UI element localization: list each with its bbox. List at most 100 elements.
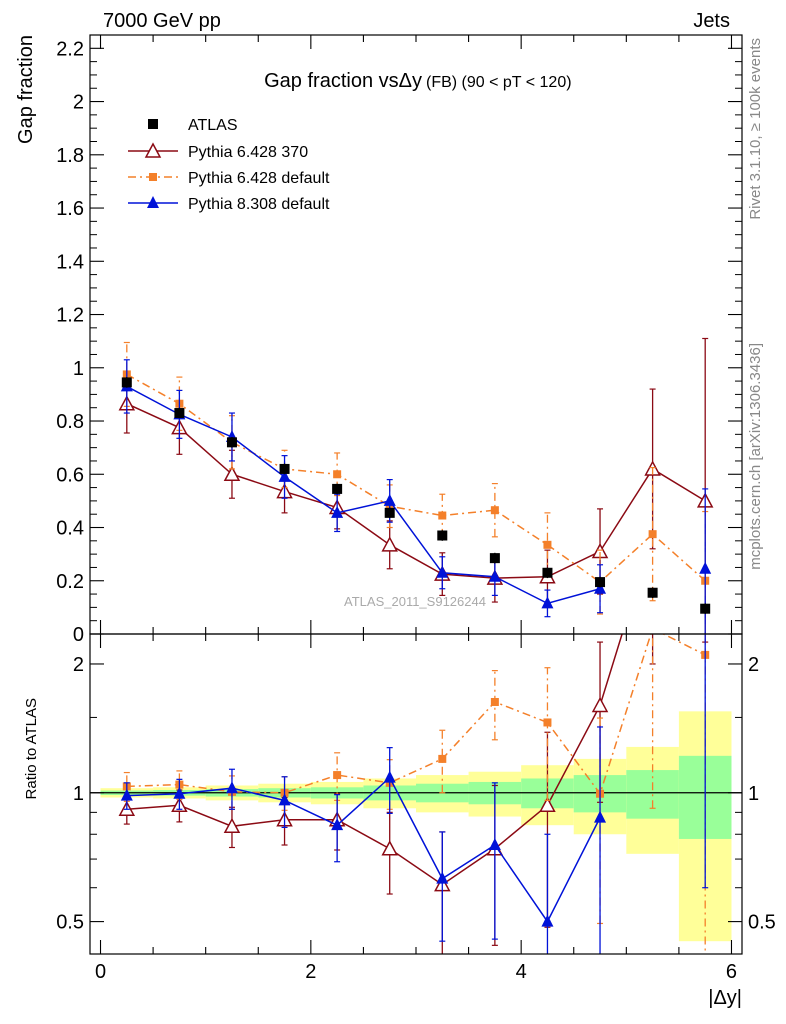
series-0-point-6 (437, 530, 448, 541)
series-2-ratio-point-6 (438, 754, 447, 763)
y-tick-label-main-7: 1.4 (56, 251, 84, 273)
y-tick-label-main-0: 0 (73, 624, 84, 646)
y-tick-label-main-2: 0.4 (56, 518, 84, 540)
y-tick-label-ratio-left-0: 0.5 (56, 912, 84, 934)
series-0-point-5 (384, 507, 395, 518)
series-3-point-11 (699, 561, 712, 574)
series-2-point-7 (490, 506, 499, 515)
series-2-point-4 (333, 470, 342, 479)
legend-label-3: Pythia 8.308 default (188, 196, 330, 213)
y-tick-label-ratio-left-2: 2 (73, 654, 84, 676)
main-panel: 0 0.2 0.4 0.6 0.8 1 1.2 1.4 1.6 1.8 2 2.2 (56, 34, 743, 646)
series-2-point-8 (543, 540, 552, 549)
series-2-ratio-point-4 (333, 771, 342, 780)
series-0-point-7 (489, 553, 500, 564)
series-3-ratio-point-3 (278, 793, 291, 806)
series-3-ratio-point-9 (594, 810, 607, 823)
series-1-ratio-line-0 (126, 634, 623, 886)
series-2-ratio-point-8 (543, 718, 552, 727)
legend-marker-3 (147, 196, 159, 208)
series-1-ratio-point-5 (381, 840, 398, 856)
legend-marker-1 (144, 142, 162, 158)
series-2-ratio-point-7 (490, 697, 499, 706)
y-tick-label-main-3: 0.6 (56, 464, 84, 486)
series-3-ratio-point-2 (225, 781, 238, 794)
series-1-ratio-point-8 (539, 796, 556, 813)
series-0-point-10 (647, 587, 658, 598)
series-0-point-3 (279, 463, 290, 474)
series-1-line-0 (126, 403, 706, 579)
y-axis-label-ratio: Ratio to ATLAS (23, 698, 40, 799)
y-tick-label-ratio-right-0: 0.5 (748, 912, 776, 934)
series-2-line-0 (126, 373, 706, 584)
series-0-point-1 (174, 408, 185, 419)
series-2-point-10 (648, 530, 657, 539)
series-1-main (118, 337, 714, 634)
series-2-ratio-point-10 (649, 625, 657, 633)
series-3-ratio-point-6 (436, 871, 449, 884)
series-1-ratio (118, 634, 709, 954)
series-3-point-5 (383, 493, 396, 506)
legend-label-2: Pythia 6.428 default (188, 170, 330, 187)
x-tick-label-2: 4 (516, 961, 527, 983)
legend-marker-2 (149, 173, 157, 181)
y-tick-label-ratio-right-2: 2 (748, 654, 759, 676)
series-0-main (121, 377, 711, 615)
series-0-point-11 (700, 603, 711, 614)
watermark: ATLAS_2011_S9126244 (344, 594, 486, 609)
series-0-point-0 (121, 377, 132, 388)
y-tick-label-main-6: 1.2 (56, 305, 84, 327)
y-tick-label-main-8: 1.6 (56, 198, 84, 220)
legend-label-0: ATLAS (188, 117, 238, 134)
x-axis-label: |Δy| (708, 987, 742, 1009)
y-tick-label-main-4: 0.8 (56, 411, 84, 433)
header-left: 7000 GeV pp (103, 10, 221, 32)
series-3-ratio-point-8 (541, 914, 554, 927)
series-1-ratio-point-2 (223, 817, 241, 834)
series-2-point-6 (438, 511, 447, 520)
ratio-panel: 0.5 0.5 1 1 2 2 0 2 4 6 (56, 625, 776, 983)
series-0-point-2 (226, 437, 237, 448)
series-2-ratio-line-0 (126, 634, 706, 796)
series-3-ratio-point-5 (383, 770, 396, 783)
y-tick-label-ratio-left-1: 1 (73, 783, 84, 805)
x-tick-label-0: 0 (95, 961, 106, 983)
y-tick-label-main-10: 2 (73, 92, 84, 114)
chart-title-sub: (FB) (90 < pT < 120) (426, 74, 572, 91)
side-label-mcplots: mcplots.cern.ch [arXiv:1306.3436] (747, 343, 764, 570)
y-tick-label-ratio-right-1: 1 (748, 783, 759, 805)
legend-label-1: Pythia 6.428 370 (188, 144, 308, 161)
y-tick-label-main-1: 0.2 (56, 571, 84, 593)
series-3-line-0 (126, 385, 601, 605)
series-0-point-8 (542, 567, 553, 578)
header-right: Jets (693, 10, 730, 32)
side-label-rivet: Rivet 3.1.10, ≥ 100k events (747, 38, 764, 220)
series-3-point-3 (278, 469, 291, 482)
series-0-point-9 (595, 577, 606, 588)
series-3-ratio (120, 634, 709, 954)
series-3-point-9 (594, 581, 607, 594)
series-1-ratio-point-9 (591, 696, 609, 713)
series-0-point-4 (332, 483, 343, 494)
series-3-point-4 (331, 505, 344, 518)
series-3-point-7 (488, 569, 501, 582)
x-tick-label-3: 6 (726, 961, 737, 983)
x-tick-label-1: 2 (305, 961, 316, 983)
series-1-point-2 (223, 465, 241, 482)
series-3-ratio-point-0 (120, 788, 133, 801)
legend-marker-0 (148, 119, 158, 129)
series-3-ratio-point-1 (173, 786, 186, 799)
chart-title-main: Gap fraction vsΔy (264, 70, 422, 92)
legend: ATLAS Pythia 6.428 370 Pythia 6.428 defa… (128, 117, 330, 213)
series-3-ratio-point-4 (331, 818, 344, 831)
y-tick-label-main-5: 1 (73, 358, 84, 380)
series-3-ratio-line-0 (126, 776, 601, 924)
series-3-ratio-point-7 (488, 838, 501, 851)
y-axis-label-main: Gap fraction (15, 35, 37, 144)
y-tick-label-main-11: 2.2 (56, 38, 84, 60)
series-3-point-6 (436, 565, 449, 578)
series-1-point-5 (381, 536, 398, 552)
y-tick-label-main-9: 1.8 (56, 145, 84, 167)
series-3-point-8 (541, 596, 554, 609)
